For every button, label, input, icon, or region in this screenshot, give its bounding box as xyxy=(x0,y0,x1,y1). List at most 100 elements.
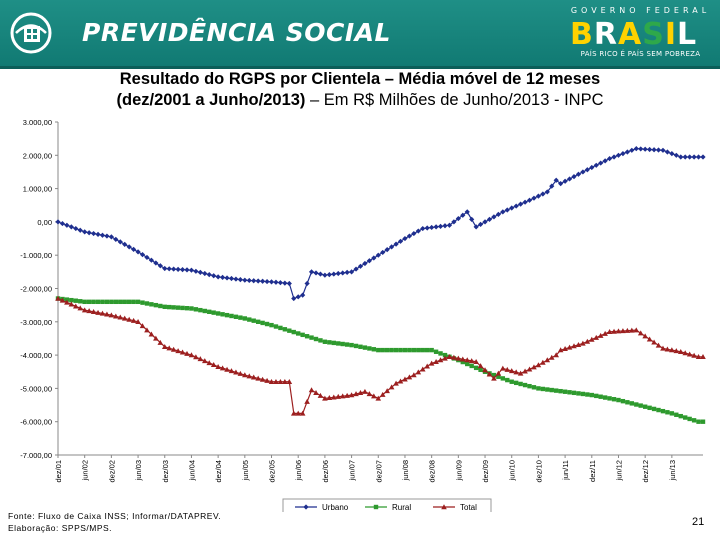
urbano-point xyxy=(451,219,457,225)
urbano-point xyxy=(157,263,163,269)
rural-point xyxy=(429,347,434,353)
urbano-point xyxy=(255,278,261,284)
urbano-point xyxy=(126,244,132,250)
x-tick-label: jun/08 xyxy=(401,460,410,481)
rural-point xyxy=(691,418,697,423)
rural-point xyxy=(531,385,537,390)
total-point xyxy=(339,393,346,399)
rural-point xyxy=(131,299,136,305)
urbano-point xyxy=(389,244,395,250)
total-point xyxy=(113,313,119,319)
urbano-point xyxy=(380,249,386,256)
urbano-point xyxy=(384,247,390,253)
urbano-point xyxy=(593,162,599,168)
urbano-point xyxy=(695,154,702,160)
total-point xyxy=(406,374,413,380)
urbano-point xyxy=(491,214,497,220)
rural-point xyxy=(331,340,336,346)
y-tick-label: -4.000,00 xyxy=(20,351,52,360)
urbano-point xyxy=(589,164,595,171)
urbano-point xyxy=(344,269,350,276)
rural-point xyxy=(478,367,483,373)
rural-point xyxy=(558,388,563,394)
rural-point xyxy=(189,306,194,311)
total-point xyxy=(526,366,533,372)
y-tick-label: 0,00 xyxy=(37,218,52,227)
total-point xyxy=(157,339,164,345)
urbano-point xyxy=(446,222,453,228)
urbano-point xyxy=(308,269,315,275)
rural-point xyxy=(358,344,363,349)
urbano-point xyxy=(148,257,155,263)
total-point xyxy=(451,354,457,360)
urbano-point xyxy=(73,225,79,232)
urbano-point xyxy=(629,147,635,153)
urbano-point xyxy=(300,292,306,298)
rural-point xyxy=(287,328,292,333)
total-point xyxy=(148,331,155,337)
total-point xyxy=(362,388,368,394)
rgps-line-chart: 3.000,00 2.000,00 1.000,00 0,00 -1.000,00 -2.… xyxy=(20,118,706,512)
rural-point xyxy=(69,297,74,303)
rural-point xyxy=(513,380,519,386)
urbano-point xyxy=(228,275,235,282)
total-point xyxy=(255,375,261,381)
total-point xyxy=(664,346,671,352)
rural-point xyxy=(224,312,230,318)
urbano-point xyxy=(113,236,119,242)
urbano-point xyxy=(397,238,404,244)
urbano-point xyxy=(571,174,577,180)
total-point xyxy=(682,350,689,356)
urbano-point xyxy=(580,169,586,175)
urbano-point xyxy=(282,280,288,286)
urbano-point xyxy=(135,249,141,255)
rural-point xyxy=(193,307,199,312)
urbano-point xyxy=(246,277,252,284)
urbano-point xyxy=(264,278,270,285)
urbano-point xyxy=(620,151,626,157)
total-point xyxy=(428,360,435,366)
x-tick-label: dez/11 xyxy=(588,460,597,482)
rural-point xyxy=(86,299,92,305)
footer-elaboration-line: Elaboração: SPPS/MPS. xyxy=(8,523,113,533)
urbano-point xyxy=(518,201,524,207)
total-point xyxy=(593,334,600,340)
total-point xyxy=(651,339,657,345)
rural-point xyxy=(158,303,163,309)
rural-point xyxy=(255,319,261,324)
urbano-point xyxy=(393,241,399,247)
urbano-point xyxy=(215,274,221,280)
total-point xyxy=(259,376,266,382)
rural-point xyxy=(282,327,288,332)
brasil-letter: L xyxy=(676,17,698,52)
urbano-point xyxy=(464,209,470,215)
rural-point xyxy=(384,347,390,353)
rural-point xyxy=(180,305,185,311)
urbano-point xyxy=(197,269,203,276)
rural-point xyxy=(122,299,127,305)
urbano-point xyxy=(562,178,568,184)
legend-box xyxy=(282,498,492,512)
urbano-point xyxy=(233,276,239,282)
rural-point xyxy=(411,347,417,353)
urbano-point xyxy=(526,197,533,203)
rural-point xyxy=(149,302,154,307)
rural-point xyxy=(220,312,225,317)
urbano-point xyxy=(242,277,248,283)
rural-point xyxy=(402,347,408,353)
rural-point xyxy=(549,387,554,393)
total-point xyxy=(353,391,359,397)
total-point xyxy=(219,365,226,371)
urbano-point xyxy=(424,225,430,231)
rural-point xyxy=(78,299,83,304)
rural-point xyxy=(91,299,96,305)
urbano-point xyxy=(642,146,648,152)
total-point xyxy=(215,363,221,369)
total-point xyxy=(415,369,422,375)
total-point xyxy=(646,336,653,342)
x-tick-label: jun/13 xyxy=(668,460,677,481)
title-line-1: Resultado do RGPS por Clientela – Média … xyxy=(119,70,601,88)
rural-point xyxy=(73,298,78,303)
total-point xyxy=(517,370,524,376)
y-tick-label: -7.000,00 xyxy=(20,451,52,460)
